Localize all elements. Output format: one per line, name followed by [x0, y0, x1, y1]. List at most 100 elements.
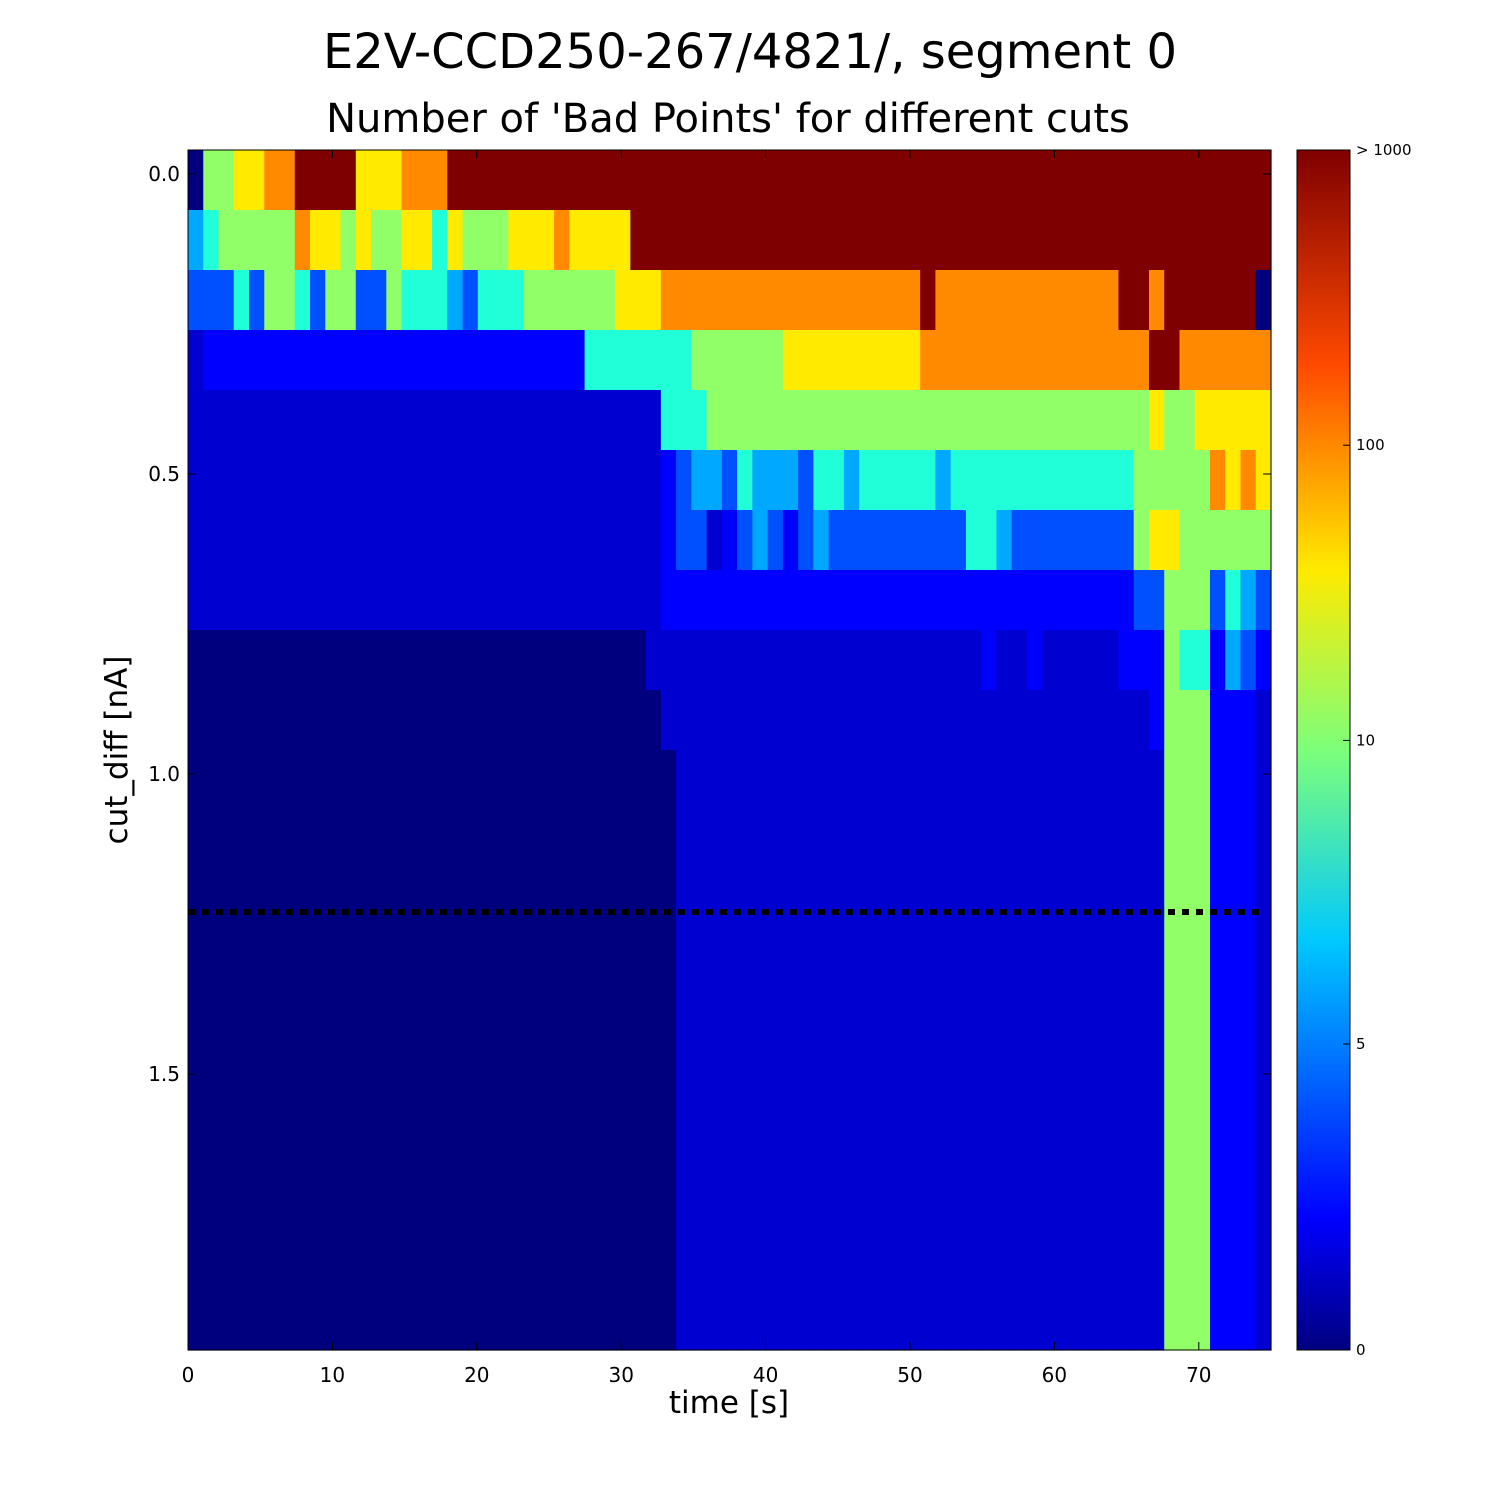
heatmap-cell [1011, 450, 1028, 511]
heatmap-cell [569, 690, 586, 751]
heatmap-cell [523, 1050, 540, 1111]
heatmap-cell [584, 510, 601, 571]
heatmap-cell [859, 1050, 875, 1111]
heatmap-cell [660, 150, 677, 211]
heatmap-cell [340, 150, 357, 211]
heatmap-cell [294, 210, 311, 271]
heatmap-cell [1042, 1290, 1059, 1351]
heatmap-cell [1240, 150, 1257, 211]
heatmap-cell [447, 870, 464, 931]
heatmap-cell [706, 210, 723, 271]
heatmap-cell [188, 750, 204, 811]
heatmap-cell [554, 570, 570, 631]
heatmap-cell [1179, 1170, 1196, 1231]
heatmap-cell [493, 750, 509, 811]
heatmap-cell [813, 390, 830, 451]
heatmap-cell [813, 330, 830, 391]
heatmap-cell [1240, 1050, 1257, 1111]
heatmap-cell [1118, 1230, 1135, 1291]
heatmap-cell [203, 810, 220, 871]
heatmap-cell [996, 390, 1013, 451]
heatmap-cell [920, 690, 937, 751]
heatmap-cell [523, 390, 540, 451]
heatmap-cell [752, 870, 769, 931]
heatmap-cell [935, 810, 952, 871]
heatmap-cell [981, 990, 998, 1051]
heatmap-cell [386, 450, 403, 511]
heatmap-cell [1057, 450, 1074, 511]
heatmap-cell [752, 330, 769, 391]
heatmap-cell [828, 510, 845, 571]
heatmap-cell [676, 810, 692, 871]
heatmap-cell [447, 570, 464, 631]
heatmap-cell [1118, 930, 1135, 991]
heatmap-cell [737, 330, 753, 391]
heatmap-cell [1103, 210, 1120, 271]
heatmap-cell [477, 930, 494, 991]
heatmap-cell [904, 810, 921, 871]
heatmap-cell [1057, 930, 1074, 991]
heatmap-cell [249, 1290, 265, 1351]
heatmap-cell [859, 810, 875, 871]
heatmap-cell [1011, 1110, 1028, 1171]
heatmap-cell [1087, 630, 1104, 691]
heatmap-cell [950, 150, 967, 211]
heatmap-cell [1148, 450, 1165, 511]
heatmap-cell [416, 1230, 433, 1291]
heatmap-cell [813, 1170, 830, 1231]
heatmap-cell [340, 1050, 357, 1111]
heatmap-cell [325, 1290, 342, 1351]
heatmap-cell [752, 990, 769, 1051]
heatmap-cell [935, 510, 952, 571]
heatmap-cell [416, 450, 433, 511]
heatmap-cell [249, 1050, 265, 1111]
heatmap-cell [1057, 390, 1074, 451]
heatmap-cell [264, 1110, 281, 1171]
heatmap-cell [874, 930, 891, 991]
heatmap-cell [1255, 1170, 1272, 1231]
heatmap-cell [737, 930, 753, 991]
colorbar [1296, 149, 1351, 1351]
heatmap-cell [1179, 390, 1196, 451]
heatmap-cell [630, 1110, 647, 1171]
heatmap-cell [584, 990, 601, 1051]
heatmap-cell [401, 270, 418, 331]
heatmap-cell [889, 990, 906, 1051]
heatmap-cell [904, 210, 921, 271]
heatmap-cell [432, 1290, 448, 1351]
heatmap-cell [1103, 510, 1120, 571]
heatmap-cell [386, 690, 403, 751]
heatmap-cell [538, 1170, 555, 1231]
heatmap-cell [1255, 930, 1272, 991]
heatmap-cell [1118, 210, 1135, 271]
heatmap-cell [477, 1230, 494, 1291]
heatmap-cell [493, 1050, 509, 1111]
heatmap-cell [401, 150, 418, 211]
heatmap-cell [782, 510, 799, 571]
heatmap-cell [569, 930, 586, 991]
heatmap-cell [1103, 450, 1120, 511]
heatmap-cell [721, 930, 738, 991]
heatmap-cell [218, 150, 235, 211]
heatmap-cell [782, 1230, 799, 1291]
heatmap-cell [508, 1290, 525, 1351]
heatmap-cell [981, 630, 998, 691]
heatmap-cell [828, 270, 845, 331]
heatmap-cell [889, 150, 906, 211]
heatmap-cell [264, 390, 281, 451]
heatmap-cell [782, 630, 799, 691]
heatmap-cell [1026, 930, 1043, 991]
heatmap-cell [447, 810, 464, 871]
heatmap-cell [1148, 1290, 1165, 1351]
heatmap-cell [843, 270, 860, 331]
heatmap-cell [1042, 990, 1059, 1051]
heatmap-cell [874, 1290, 891, 1351]
heatmap-cell [432, 870, 448, 931]
heatmap-cell [325, 210, 342, 271]
heatmap-cell [523, 810, 540, 871]
heatmap-cell [1118, 1290, 1135, 1351]
heatmap-cell [462, 1110, 479, 1171]
heatmap-cell [203, 870, 220, 931]
heatmap-cell [432, 210, 448, 271]
heatmap-cell [1103, 570, 1120, 631]
